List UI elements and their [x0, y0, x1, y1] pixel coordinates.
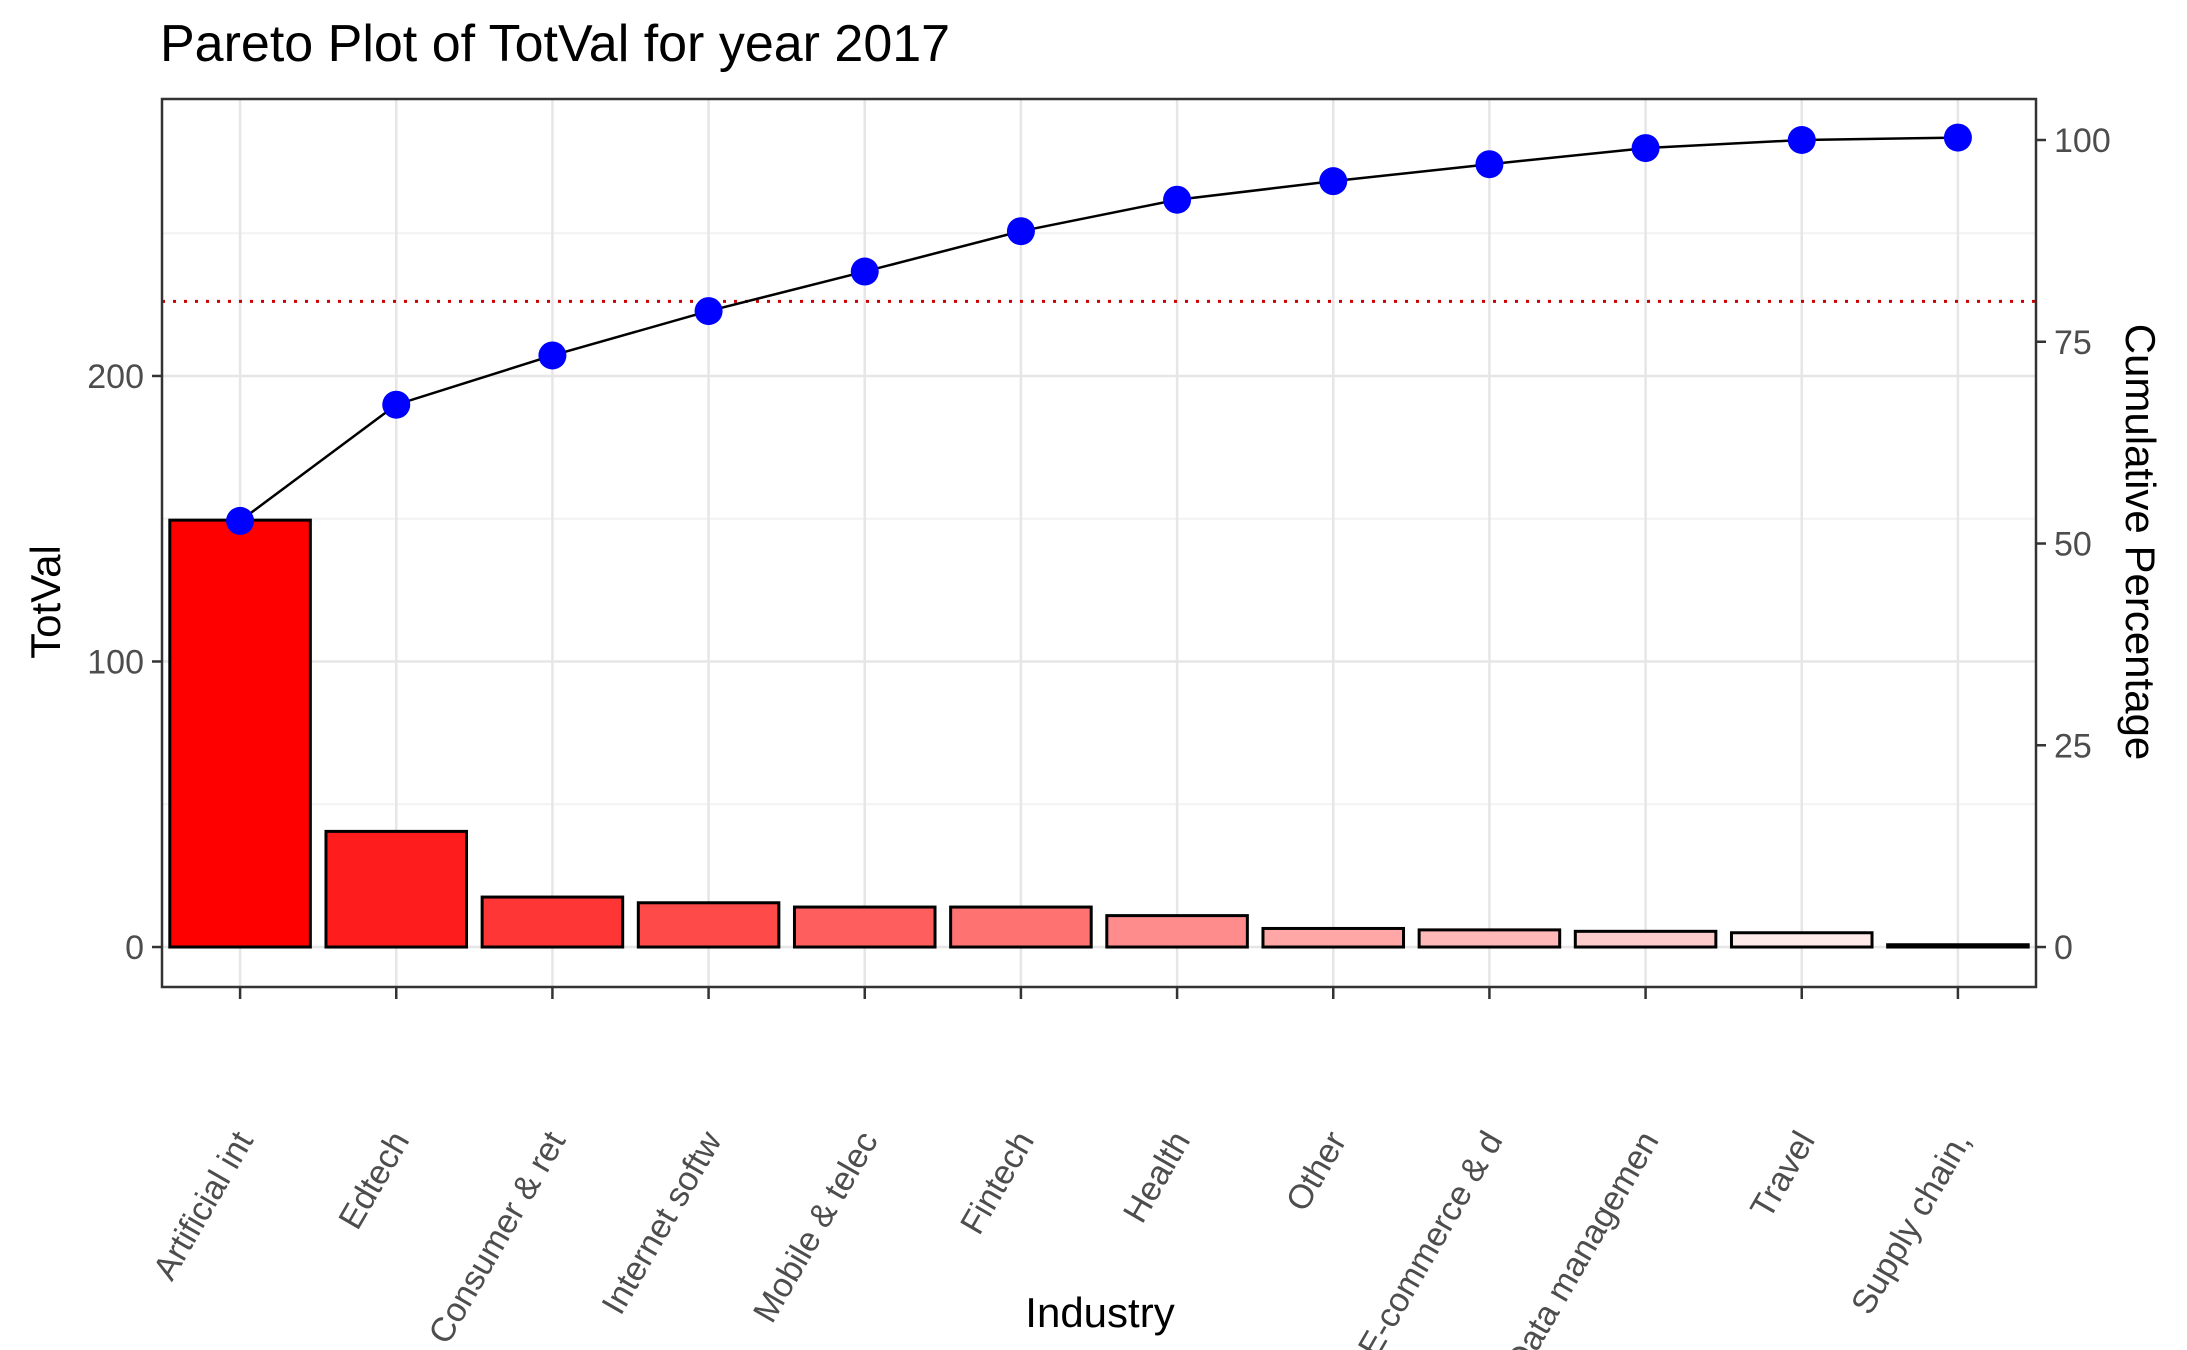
bar-12 [1886, 943, 2030, 949]
y-tick-label: 0 [125, 929, 144, 967]
cumulative-point-9 [1475, 150, 1504, 179]
bar-9 [1417, 928, 1562, 949]
bar-11 [1729, 931, 1874, 949]
x-tick-label: Artificial int [146, 1125, 261, 1287]
x-tick-label: Travel [1743, 1125, 1823, 1225]
bar-8 [1261, 926, 1406, 949]
x-tick-label: Consumer & ret [421, 1125, 573, 1350]
chart-title: Pareto Plot of TotVal for year 2017 [160, 15, 951, 73]
x-tick-label: Supply chain, [1844, 1125, 1979, 1321]
x-tick-label: Internet softw [595, 1125, 730, 1321]
cumulative-point-4 [694, 297, 723, 326]
y2-tick-label: 100 [2054, 122, 2111, 160]
cumulative-point-2 [382, 390, 411, 419]
cumulative-point-12 [1943, 123, 1972, 152]
plot-panel [162, 99, 2036, 987]
cumulative-line [239, 136, 1958, 522]
cumulative-point-3 [538, 341, 567, 370]
bar-4 [636, 901, 781, 949]
cumulative-point-8 [1319, 167, 1348, 196]
x-tick-label: Health [1116, 1125, 1198, 1229]
cumulative-point-11 [1787, 126, 1816, 154]
bar-2 [324, 829, 469, 949]
x-axis-label: Industry [1025, 1289, 1175, 1336]
bar-7 [1105, 914, 1249, 949]
y-tick-label: 100 [87, 643, 144, 681]
bar-5 [792, 905, 937, 949]
y2-tick-label: 25 [2054, 727, 2092, 765]
x-tick-label: Mobile & telec [746, 1125, 886, 1329]
bar-6 [949, 905, 1093, 949]
cumulative-point-7 [1163, 185, 1192, 214]
x-tick-label: Fintech [953, 1125, 1042, 1241]
bar-1 [168, 518, 312, 949]
cumulative-point-10 [1631, 134, 1660, 163]
y2-tick-label: 0 [2054, 929, 2073, 967]
bar-3 [480, 895, 625, 949]
bar-10 [1573, 929, 1718, 949]
y-tick-label: 200 [87, 358, 144, 396]
y2-tick-label: 75 [2054, 324, 2092, 362]
x-tick-label: Data managemen [1498, 1125, 1666, 1350]
x-tick-label: Edtech [331, 1125, 417, 1236]
cumulative-point-1 [226, 506, 255, 535]
x-tick-label: E-commerce & d [1351, 1125, 1511, 1350]
x-tick-label: Other [1279, 1125, 1354, 1218]
cumulative-point-6 [1006, 217, 1035, 246]
y2-tick-label: 50 [2054, 526, 2092, 564]
cumulative-point-5 [850, 257, 879, 286]
